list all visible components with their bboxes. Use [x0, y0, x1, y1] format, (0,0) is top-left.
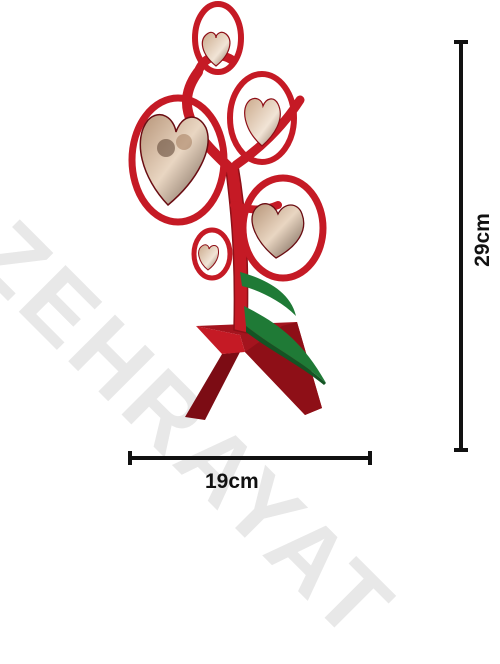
right-heart-photo: [251, 203, 305, 259]
height-label: 29cm: [471, 213, 494, 267]
top-ring: [192, 1, 244, 75]
large-left-ring: [128, 94, 228, 226]
medium-heart-photo: [244, 97, 281, 147]
green-leaves: [240, 272, 326, 385]
right-upper-ring: [227, 71, 297, 165]
right-lower-ring: [239, 174, 327, 282]
tiny-heart-photo: [198, 244, 219, 271]
large-heart-photo: [139, 114, 209, 207]
height-dimension-line: [454, 40, 468, 452]
width-dimension-line: [128, 451, 372, 465]
photo-tree-illustration: [128, 1, 468, 465]
small-heart-photo-top: [201, 31, 231, 67]
width-label: 19cm: [205, 470, 259, 493]
bottom-small-ring: [191, 227, 233, 281]
